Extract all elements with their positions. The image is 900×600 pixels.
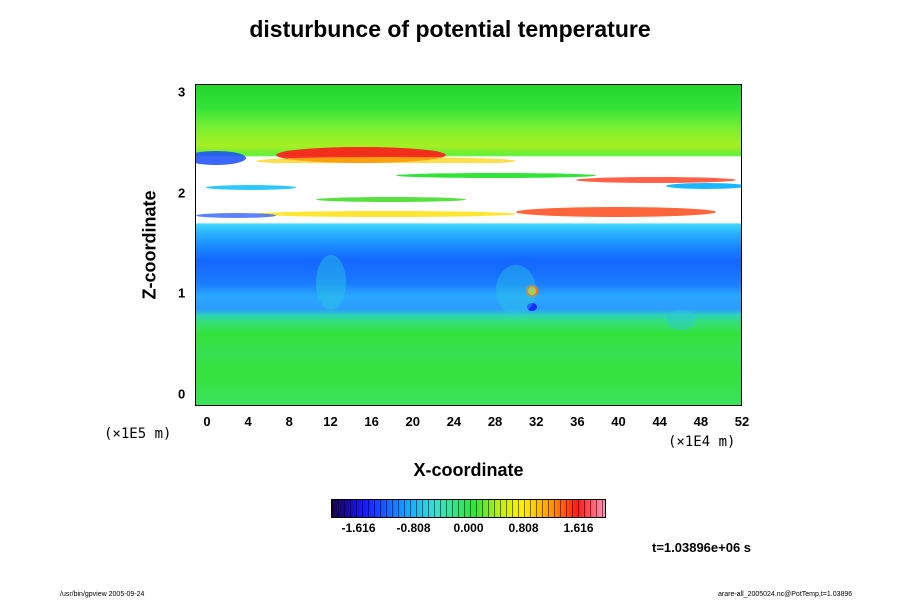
- colorbar-tick-label: 0.000: [453, 521, 484, 535]
- x-tick-label: 52: [734, 414, 750, 429]
- cyan-streak-right: [666, 183, 741, 189]
- turbulent-plume-3: [666, 310, 696, 330]
- x-tick-label: 32: [528, 414, 544, 429]
- y-axis-label: Z-coordinate: [139, 190, 160, 300]
- x-tick-label: 20: [405, 414, 420, 429]
- turbulent-plume-2: [496, 265, 536, 315]
- chart-title: disturbunce of potential temperature: [249, 16, 651, 42]
- x-tick-label: 16: [364, 414, 379, 429]
- colorbar-tick-label: -0.808: [396, 521, 431, 535]
- time-label: t=1.03896e+06 s: [652, 540, 752, 555]
- cyan-streak-mid: [206, 185, 296, 190]
- x-tick-label: 24: [446, 414, 462, 429]
- x-tick-label: 44: [652, 414, 667, 429]
- cold-blob-anomaly: [527, 303, 537, 311]
- x-tick-label: 4: [244, 414, 252, 429]
- green-streak-low: [316, 197, 466, 202]
- colorbar: [331, 499, 606, 518]
- green-streak-mid: [396, 173, 596, 178]
- blue-streak-lower: [196, 213, 276, 218]
- y-tick-label: 3: [178, 84, 186, 100]
- y-tick-label: 2: [178, 185, 186, 201]
- yellow-streak-lower: [256, 211, 516, 217]
- y-tick-label: 1: [178, 285, 186, 301]
- x-tick-label: 36: [570, 414, 585, 429]
- colorbar-tick-label: 1.616: [563, 521, 594, 535]
- colorbar-tick-label: -1.616: [341, 521, 376, 535]
- red-streak-lower: [516, 207, 716, 217]
- x-tick-label: 40: [611, 414, 626, 429]
- footer-left: /usr/bin/gpview 2005-09-24: [60, 591, 145, 598]
- x-unit-label: (×1E4 m): [668, 434, 736, 450]
- x-tick-label: 0: [203, 414, 211, 429]
- y-tick-label: 0: [178, 386, 186, 402]
- x-tick-label: 8: [285, 414, 293, 429]
- potential-temperature-field: [196, 85, 741, 405]
- red-streak-mid: [576, 177, 736, 183]
- y-unit-label: (×1E5 m): [104, 426, 172, 442]
- warm-blob-anomaly: [526, 285, 538, 297]
- x-axis-label: X-coordinate: [413, 460, 524, 480]
- x-tick-label: 48: [693, 414, 709, 429]
- turbulent-plume-1: [316, 255, 346, 310]
- cyan-streak-left: [196, 151, 246, 165]
- yellow-edge-streak: [256, 157, 516, 165]
- x-tick-label: 12: [323, 414, 338, 429]
- footer-right: arare-all_2005024.nc@PotTemp,t=1.03896: [718, 591, 853, 598]
- colorbar-tick-label: 0.808: [508, 521, 539, 535]
- heatmap-plot-area: [195, 84, 742, 406]
- x-tick-label: 28: [487, 414, 503, 429]
- white-layer-1: [196, 163, 741, 171]
